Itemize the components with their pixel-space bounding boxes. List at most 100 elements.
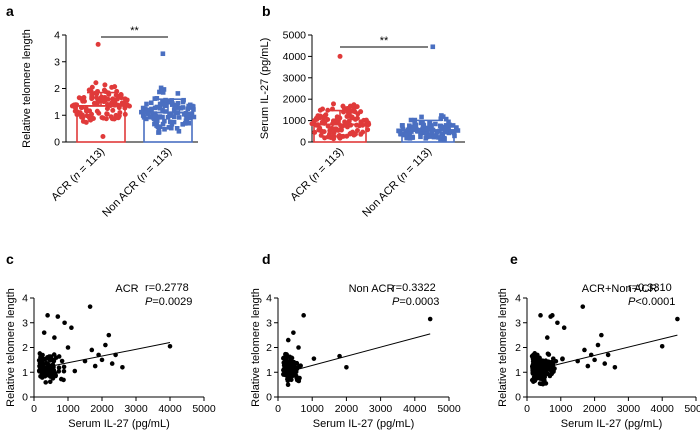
data-point (101, 97, 107, 103)
data-point (409, 129, 414, 134)
data-point (358, 109, 364, 115)
y-tick-label: 2 (266, 342, 272, 354)
x-tick-label: 4000 (158, 403, 182, 415)
data-point (296, 345, 301, 350)
data-point (72, 368, 78, 374)
data-point (191, 107, 196, 112)
data-point (291, 330, 296, 335)
data-point (157, 89, 162, 95)
data-point (555, 320, 560, 326)
data-point (160, 114, 165, 120)
y-tick-label: 3 (22, 317, 28, 329)
data-point (541, 375, 547, 380)
regression-line (281, 333, 431, 374)
data-point (109, 84, 115, 90)
data-point (176, 129, 182, 134)
data-point (140, 105, 146, 111)
data-point (188, 112, 194, 118)
data-point (163, 109, 168, 114)
data-point (163, 97, 168, 103)
data-point (113, 352, 118, 358)
y-tick-label: 0 (515, 392, 521, 404)
data-point (100, 134, 106, 140)
y-tick-label: 4 (515, 293, 521, 305)
y-tick-label: 4 (22, 293, 28, 305)
chart-title: ACR (115, 283, 138, 295)
data-point (110, 107, 116, 113)
data-point (544, 363, 550, 369)
data-point (168, 113, 174, 118)
data-point (148, 100, 154, 106)
data-point (439, 113, 444, 118)
data-point (575, 358, 580, 364)
data-point (118, 92, 124, 98)
data-point (333, 126, 339, 132)
data-point (322, 119, 328, 125)
data-point (288, 360, 294, 366)
data-point (530, 369, 536, 375)
data-point (431, 134, 437, 140)
data-point (90, 115, 96, 121)
data-point (365, 122, 371, 128)
y-axis-label: Serum IL-27 (pg/mL) (259, 38, 271, 139)
data-point (46, 365, 52, 370)
data-point (105, 96, 111, 102)
data-point (438, 116, 444, 122)
x-tick-label: 1000 (549, 403, 573, 415)
data-point (180, 122, 186, 127)
data-point (186, 103, 191, 109)
data-point (287, 372, 293, 378)
data-point (349, 114, 355, 120)
panel-label-e: e (510, 251, 518, 267)
data-point (399, 123, 405, 128)
data-point (538, 375, 543, 381)
data-point (110, 96, 116, 102)
data-point (297, 363, 302, 369)
data-point (320, 106, 326, 112)
data-point (124, 97, 130, 103)
data-point (61, 364, 67, 370)
data-point (438, 136, 443, 142)
x-tick-label: 5000 (684, 403, 700, 415)
data-point (585, 363, 591, 369)
data-point (439, 125, 444, 130)
x-tick-label: 2000 (335, 403, 359, 415)
data-point (408, 117, 414, 123)
data-point (159, 101, 164, 107)
y-axis-label: Relative telomere length (21, 29, 33, 148)
data-point (295, 376, 301, 382)
data-point (109, 361, 115, 366)
data-point (544, 335, 550, 340)
data-point (339, 133, 345, 139)
data-point (121, 100, 127, 106)
data-point (175, 91, 181, 96)
x-category-label: ACR (n = 113) (49, 146, 107, 204)
y-tick-label: 3 (515, 317, 521, 329)
data-point (114, 88, 120, 94)
data-point (403, 132, 409, 137)
data-point (561, 325, 567, 331)
correlation-r: r=0.3322 (392, 282, 436, 294)
x-tick-label: 0 (31, 403, 37, 415)
data-point (122, 111, 128, 117)
data-point (167, 99, 172, 104)
data-point (157, 115, 162, 120)
panel-label-c: c (6, 251, 14, 267)
data-point (89, 347, 95, 353)
data-point (407, 123, 412, 129)
data-point (104, 106, 110, 112)
data-point (185, 106, 191, 112)
data-point (659, 343, 665, 349)
data-point (65, 345, 71, 350)
y-tick-label: 1 (54, 110, 60, 122)
data-point (154, 104, 160, 110)
data-point (675, 316, 680, 322)
data-point (180, 105, 186, 110)
data-point (161, 87, 167, 92)
data-point (414, 128, 420, 134)
data-point (531, 375, 537, 380)
data-point (311, 356, 317, 361)
data-point (167, 119, 173, 125)
y-tick-label: 0 (22, 392, 28, 404)
regression-line (39, 342, 171, 370)
